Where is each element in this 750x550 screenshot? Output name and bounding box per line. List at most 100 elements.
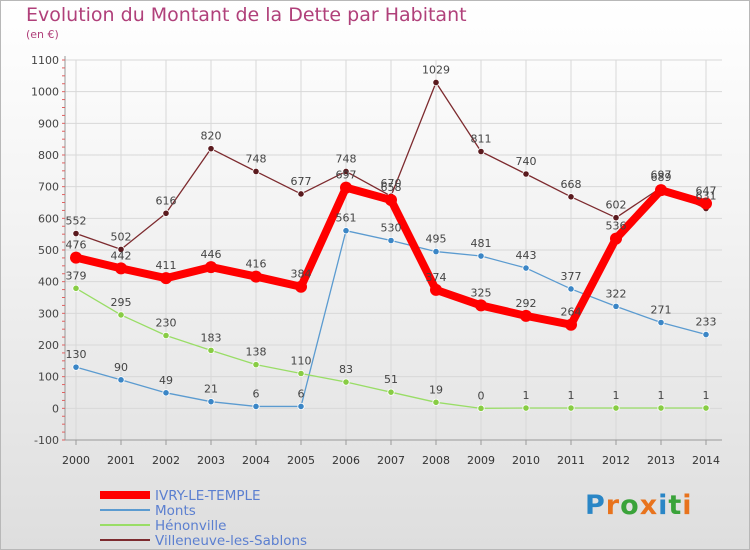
data-point: [475, 299, 487, 312]
data-label: 6: [253, 387, 260, 400]
data-label: 446: [201, 248, 222, 261]
data-label: 90: [114, 361, 128, 374]
data-label: 1029: [422, 63, 450, 76]
data-label: 502: [111, 230, 132, 243]
logo-letter: x: [639, 490, 659, 521]
data-point: [162, 209, 170, 217]
legend-label: Villeneuve-les-Sablons: [155, 533, 307, 549]
x-tick-label: 2006: [332, 454, 360, 467]
data-point: [297, 190, 305, 198]
data-label: 51: [384, 373, 398, 386]
legend-label: Monts: [155, 503, 196, 519]
y-tick-label: 1000: [31, 86, 59, 99]
data-point: [70, 251, 82, 264]
data-point: [387, 236, 395, 245]
data-label: 740: [516, 155, 537, 168]
data-label: 230: [156, 317, 177, 330]
data-label: 658: [381, 181, 402, 194]
data-point: [72, 363, 80, 371]
data-point: [117, 376, 125, 384]
data-point: [385, 193, 397, 206]
data-point: [117, 245, 125, 253]
data-label: 820: [201, 130, 222, 143]
data-label: 616: [156, 194, 177, 207]
data-label: 561: [336, 212, 357, 225]
logo-letter: t: [668, 490, 683, 521]
x-tick-label: 2008: [422, 454, 450, 467]
data-label: 748: [246, 152, 267, 165]
x-tick-label: 2002: [152, 454, 180, 467]
data-point: [115, 262, 127, 275]
data-point: [342, 227, 350, 235]
y-tick-label: 500: [38, 244, 59, 257]
data-point: [252, 402, 260, 411]
data-label: 1: [523, 389, 530, 402]
data-point: [522, 404, 530, 412]
x-tick-label: 2004: [242, 454, 270, 467]
data-point: [252, 167, 260, 176]
logo-letter: i: [658, 490, 669, 521]
legend-label: IVRY-LE-TEMPLE: [155, 488, 261, 504]
x-tick-label: 2001: [107, 454, 135, 467]
data-label: 292: [516, 297, 537, 310]
data-point: [565, 318, 577, 331]
data-label: 1: [658, 389, 665, 402]
data-point: [700, 197, 712, 210]
data-point: [207, 145, 215, 153]
data-label: 271: [651, 304, 672, 317]
data-label: 677: [291, 175, 312, 188]
data-point: [567, 193, 575, 201]
y-tick-label: 700: [38, 181, 59, 194]
x-tick-label: 2013: [647, 454, 675, 467]
x-tick-label: 2007: [377, 454, 405, 467]
data-label: 183: [201, 331, 222, 344]
y-tick-label: 0: [52, 402, 59, 415]
data-point: [250, 270, 262, 283]
proxiti-logo: Proxiti: [585, 490, 693, 521]
data-point: [612, 404, 620, 412]
data-point: [522, 170, 530, 178]
data-point: [657, 318, 665, 327]
data-point: [657, 404, 665, 412]
data-point: [522, 264, 530, 272]
data-point: [702, 330, 710, 339]
data-point: [655, 184, 667, 197]
data-point: [432, 247, 440, 256]
data-point: [72, 229, 80, 238]
data-point: [430, 283, 442, 296]
data-point: [612, 214, 620, 222]
data-label: 110: [291, 355, 312, 368]
data-label: 1: [703, 389, 710, 402]
data-label: 602: [606, 199, 627, 212]
logo-letter: r: [605, 490, 621, 521]
y-tick-label: 900: [38, 117, 59, 130]
data-point: [160, 272, 172, 285]
data-point: [432, 398, 440, 406]
data-label: 443: [516, 249, 537, 262]
data-point: [612, 302, 620, 310]
y-tick-label: 600: [38, 212, 59, 225]
y-tick-label: 200: [38, 339, 59, 352]
data-point: [477, 252, 485, 260]
x-tick-label: 2009: [467, 454, 495, 467]
data-label: 416: [246, 258, 267, 271]
y-tick-label: 100: [38, 371, 59, 384]
data-point: [567, 404, 575, 412]
data-point: [162, 331, 170, 340]
chart-subtitle: (en €): [26, 28, 59, 41]
y-tick-label: -100: [34, 434, 59, 447]
y-tick-label: 300: [38, 307, 59, 320]
y-tick-label: 1100: [31, 54, 59, 67]
data-label: 1: [613, 389, 620, 402]
data-label: 19: [429, 383, 443, 396]
x-tick-label: 2000: [62, 454, 90, 467]
data-label: 697: [651, 169, 672, 182]
data-label: 130: [66, 348, 87, 361]
logo-letter: P: [585, 490, 606, 521]
data-point: [295, 280, 307, 293]
data-label: 379: [66, 269, 87, 282]
x-tick-label: 2011: [557, 454, 585, 467]
data-point: [610, 232, 622, 245]
data-point: [117, 311, 125, 319]
